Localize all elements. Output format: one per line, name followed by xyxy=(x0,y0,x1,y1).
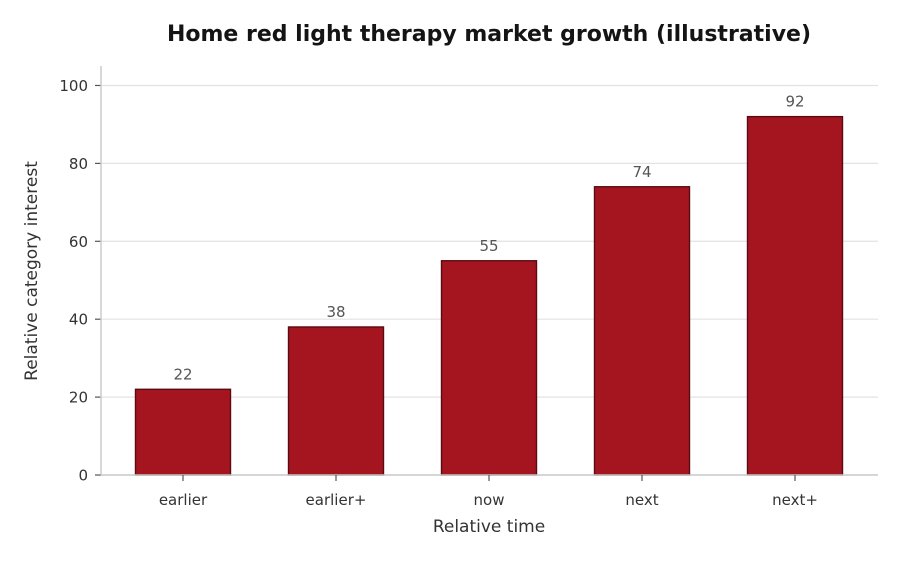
x-tick-label: earlier+ xyxy=(306,491,367,509)
bar xyxy=(746,115,844,476)
x-tick-label: next xyxy=(625,491,658,509)
bar-value-label: 22 xyxy=(173,365,192,383)
bars xyxy=(134,115,844,476)
x-tick-label: next+ xyxy=(772,491,818,509)
x-axis-label: Relative time xyxy=(433,517,545,537)
bar-value-label: 74 xyxy=(632,163,651,181)
chart-title: Home red light therapy market growth (il… xyxy=(167,22,811,47)
y-tick-label: 80 xyxy=(69,155,88,173)
y-tick-label: 40 xyxy=(69,311,88,329)
bar xyxy=(593,186,691,476)
bar-value-label: 92 xyxy=(785,93,804,111)
y-tick-label: 100 xyxy=(59,77,88,95)
y-tick-label: 20 xyxy=(69,389,88,407)
data-labels: 22 38 55 74 92 xyxy=(173,93,804,384)
y-tick-label: 0 xyxy=(78,467,88,485)
bar xyxy=(440,260,538,476)
axes: 0 20 40 60 80 100 earlier earlier+ now next next+ xyxy=(59,66,878,509)
y-tick-label: 60 xyxy=(69,233,88,251)
x-tick-label: earlier xyxy=(159,491,208,509)
bar-value-label: 55 xyxy=(479,237,498,255)
bar-value-label: 38 xyxy=(326,303,345,321)
x-tick-label: now xyxy=(474,491,505,509)
bar xyxy=(134,388,232,476)
bar xyxy=(287,326,385,476)
y-axis-label: Relative category interest xyxy=(22,161,42,381)
